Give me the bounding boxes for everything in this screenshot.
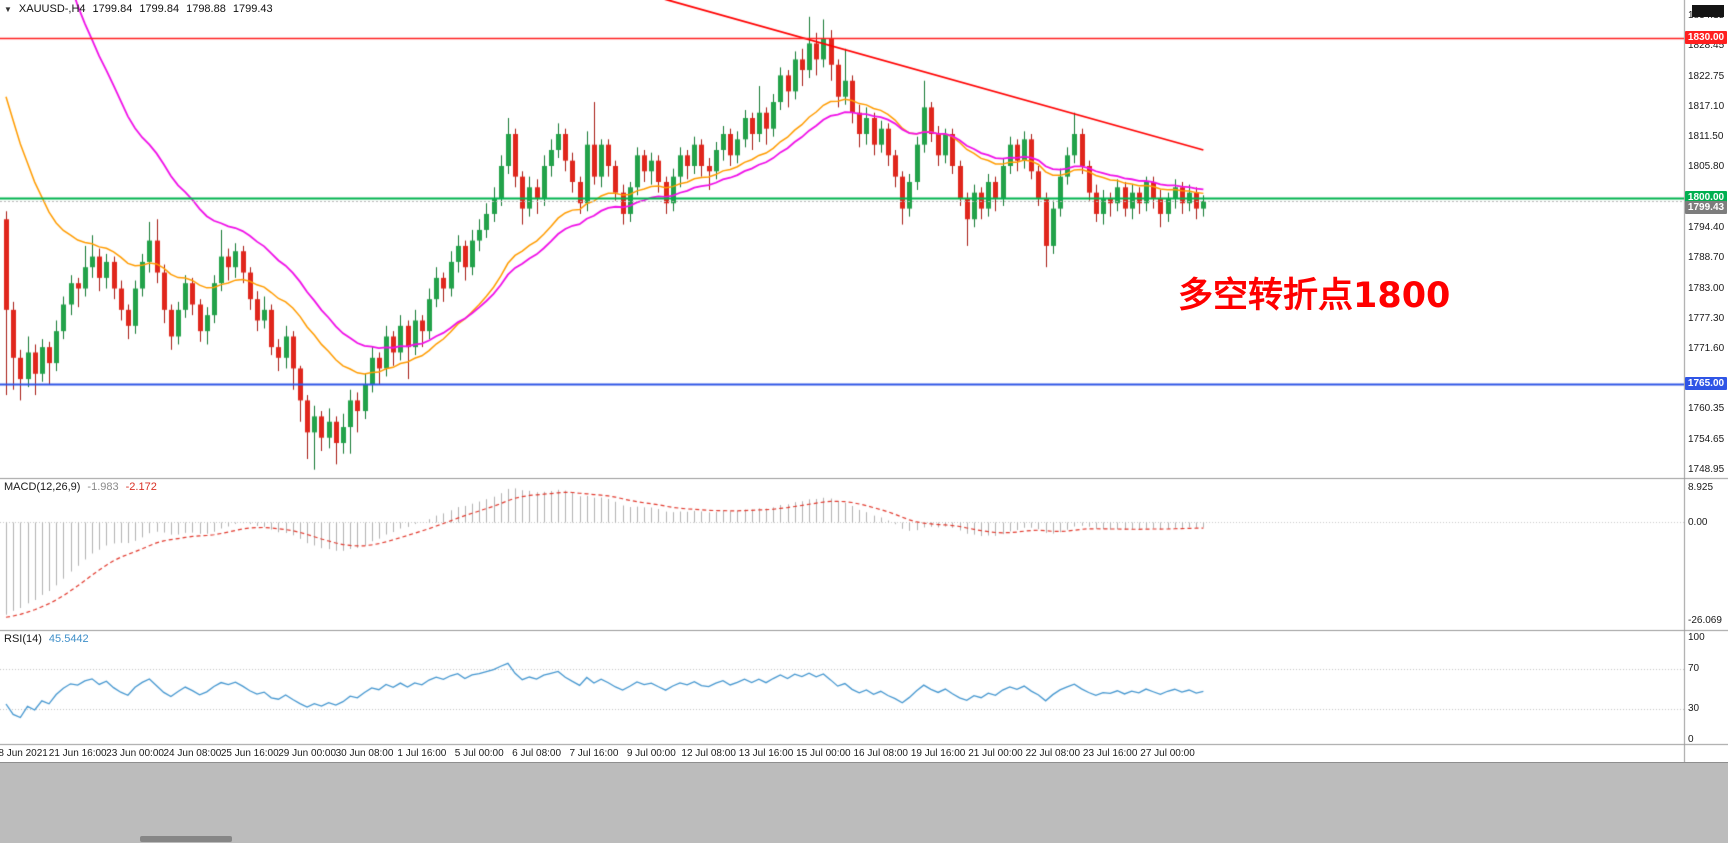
price-axis-label: 1811.50 [1688, 130, 1724, 142]
price-axis-label: 1748.95 [1688, 463, 1725, 475]
time-axis-label: 1 Jul 16:00 [397, 748, 447, 759]
ohlc-open: 1799.84 [92, 3, 133, 15]
price-axis-label: 1771.60 [1688, 343, 1725, 355]
price-axis[interactable]: 1834.151828.451822.751817.101811.501805.… [1684, 0, 1728, 762]
time-axis-label: 19 Jul 16:00 [910, 748, 966, 759]
price-flag: 1800.00 [1685, 190, 1727, 204]
chart-symbol-header: ▼ XAUUSD-,H4 1799.84 1799.84 1798.88 179… [4, 3, 273, 15]
price-flag: 1765.00 [1685, 377, 1727, 391]
rsi-axis-label: 70 [1688, 662, 1700, 674]
chart-dropdown-icon[interactable]: ▼ [4, 4, 12, 14]
time-axis-label: 6 Jul 08:00 [512, 748, 562, 759]
price-axis-label: 1794.40 [1688, 221, 1725, 233]
rsi-indicator-label: RSI(14) 45.5442 [4, 633, 89, 645]
price-axis-label: 1760.35 [1688, 403, 1725, 415]
price-axis-label: 1777.30 [1688, 312, 1725, 324]
macd-axis-label: 8.925 [1688, 482, 1714, 493]
time-axis-label: 5 Jul 00:00 [454, 748, 504, 759]
axis-top-marker [1692, 5, 1724, 17]
time-axis-label: 7 Jul 16:00 [569, 748, 619, 759]
price-axis-label: 1817.10 [1688, 100, 1725, 112]
time-axis-label: 21 Jun 16:00 [48, 748, 107, 759]
time-axis-label: 21 Jul 00:00 [968, 748, 1023, 759]
horizontal-scrollbar-thumb[interactable] [140, 836, 232, 842]
macd-main-value: -1.983 [87, 481, 119, 493]
time-axis-label: 27 Jul 00:00 [1140, 748, 1195, 759]
time-axis-label: 23 Jul 16:00 [1082, 748, 1138, 759]
rsi-axis-label: 100 [1688, 632, 1705, 643]
symbol-period-label: XAUUSD-,H4 [18, 3, 86, 15]
price-axis-label: 1788.70 [1688, 252, 1725, 264]
time-axis-label: 30 Jun 08:00 [335, 748, 394, 759]
price-axis-label: 1828.45 [1688, 40, 1725, 52]
rsi-value: 45.5442 [48, 633, 89, 645]
time-axis-label: 16 Jul 08:00 [853, 748, 908, 759]
ohlc-low: 1798.88 [186, 3, 226, 15]
macd-signal-value: -2.172 [125, 481, 157, 493]
macd-indicator-label: MACD(12,26,9) -1.983 -2.172 [4, 481, 157, 493]
time-axis-label: 23 Jun 00:00 [106, 748, 164, 759]
ohlc-close: 1799.43 [232, 3, 273, 15]
ohlc-high: 1799.84 [139, 3, 180, 15]
macd-axis-label: 0.00 [1688, 516, 1708, 528]
price-axis-label: 1754.65 [1688, 433, 1725, 445]
rsi-title: RSI(14) [4, 633, 42, 645]
time-axis-label: 12 Jul 08:00 [681, 748, 736, 759]
time-axis-label: 9 Jul 00:00 [626, 748, 676, 759]
price-axis-label: 1822.75 [1688, 70, 1725, 82]
time-axis-label: 15 Jul 00:00 [796, 748, 851, 759]
time-axis-label: 18 Jun 2021 [0, 748, 48, 759]
time-axis-label: 13 Jul 16:00 [738, 748, 794, 759]
rsi-axis-label: 30 [1688, 703, 1700, 715]
time-axis-label: 25 Jun 16:00 [220, 748, 279, 759]
chart-canvas[interactable] [0, 0, 1728, 762]
price-axis-label: 1783.00 [1688, 282, 1725, 294]
time-axis-label: 29 Jun 00:00 [278, 748, 337, 759]
time-axis-label: 22 Jul 08:00 [1025, 748, 1081, 759]
window-bottom-bar [0, 762, 1728, 843]
price-axis-label: 1805.80 [1688, 161, 1725, 173]
macd-axis-label: -26.069 [1688, 615, 1722, 626]
rsi-axis-label: 0 [1688, 734, 1694, 745]
time-axis-label: 24 Jun 08:00 [163, 748, 222, 759]
chart-text-annotation: 多空转折点1800 [1178, 276, 1451, 316]
macd-title: MACD(12,26,9) [4, 481, 81, 493]
price-flag: 1799.43 [1685, 200, 1727, 214]
price-flag: 1830.00 [1685, 31, 1727, 45]
